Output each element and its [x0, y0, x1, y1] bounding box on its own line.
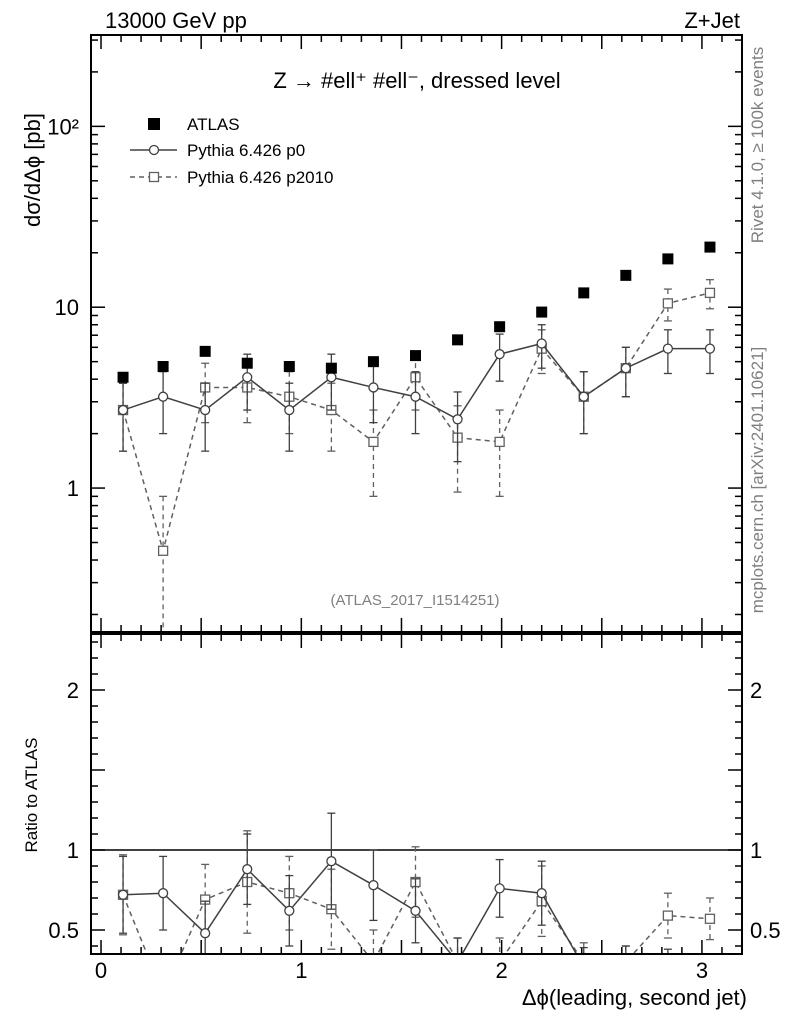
- ratio-data-layer: [91, 812, 742, 999]
- data-point-circle: [452, 414, 463, 425]
- data-point-open-square: [662, 910, 674, 921]
- data-point-open-square: [494, 436, 505, 448]
- main-data-layer: [117, 241, 716, 632]
- ratio-y-tick-label-right: 2: [750, 678, 762, 703]
- ratio-axis-ticks: 0.5 0.5 1 1 2 2 0 1 2 3: [48, 634, 781, 983]
- data-point-circle: [621, 958, 630, 967]
- legend-marker-atlas: [148, 118, 160, 130]
- data-point-circle: [453, 958, 462, 967]
- data-point-atlas: [452, 334, 464, 346]
- data-point-circle: [200, 928, 211, 939]
- data-point-circle: [117, 404, 129, 416]
- main-panel: 1 10 10² Z → #ell⁺ #ell⁻, dressed level (A…: [20, 34, 743, 633]
- data-point-circle: [368, 880, 379, 891]
- data-point-circle: [494, 349, 505, 360]
- data-point-circle: [157, 391, 169, 402]
- rivet-version-label: Rivet 4.1.0, ≥ 100k events: [748, 47, 767, 243]
- data-point-atlas: [578, 287, 590, 299]
- x-tick-label: 0: [95, 958, 107, 983]
- main-axis-ticks: 1 10 10²: [47, 35, 743, 632]
- legend-label: ATLAS: [187, 115, 240, 134]
- data-point-circle: [662, 343, 674, 354]
- data-point-open-square: [368, 436, 379, 448]
- data-point-circle: [157, 888, 169, 899]
- analysis-tag: (ATLAS_2017_I1514251): [330, 592, 499, 609]
- x-axis-label: Δϕ(leading, second jet): [522, 985, 747, 1010]
- ratio-y-tick-label-left: 2: [67, 678, 79, 703]
- data-point-circle: [578, 391, 589, 402]
- data-point-circle: [326, 856, 337, 867]
- series-line: [122, 292, 711, 554]
- data-point-circle: [536, 888, 547, 899]
- data-point-circle: [663, 958, 672, 967]
- main-title: Z → #ell⁺ #ell⁻, dressed level: [273, 68, 560, 93]
- data-point-atlas: [283, 361, 295, 373]
- data-point-circle: [284, 905, 295, 916]
- legend-label: Pythia 6.426 p0: [187, 141, 305, 160]
- data-point-atlas: [620, 269, 632, 281]
- data-point-atlas: [409, 350, 421, 362]
- ratio-y-tick-label-left: 1: [67, 838, 79, 863]
- ratio-y-tick-label-right: 1: [750, 838, 762, 863]
- ratio-panel: 0.5 0.5 1 1 2 2 0 1 2 3 Ratio to ATLAS Δϕ(leading…: [22, 633, 781, 1010]
- data-point-circle: [410, 905, 421, 916]
- legend-marker-p0: [148, 144, 160, 156]
- legend: ATLAS Pythia 6.426 p0 Pythia 6.426 p2010: [130, 115, 334, 187]
- data-point-circle: [326, 372, 337, 383]
- legend-label: Pythia 6.426 p2010: [187, 168, 334, 187]
- data-point-atlas: [704, 241, 716, 253]
- mcplots-label: mcplots.cern.ch [arXiv:2401.10621]: [748, 347, 767, 613]
- data-point-open-square: [579, 958, 588, 967]
- data-point-atlas: [199, 345, 211, 357]
- data-point-open-square: [662, 298, 674, 309]
- data-point-circle: [284, 404, 295, 416]
- y-tick-label: 10: [55, 295, 79, 320]
- x-tick-label: 2: [496, 958, 508, 983]
- x-tick-label: 1: [295, 958, 307, 983]
- data-point-atlas: [241, 357, 253, 369]
- header-energy-label: 13000 GeV pp: [105, 8, 247, 33]
- data-point-atlas: [157, 361, 169, 373]
- series-line: [122, 880, 711, 954]
- x-tick-label: 3: [696, 958, 708, 983]
- data-point-circle: [704, 343, 716, 354]
- data-point-circle: [242, 864, 253, 875]
- data-point-circle: [242, 372, 253, 383]
- data-point-atlas: [494, 321, 506, 333]
- y-tick-label: 1: [67, 476, 79, 501]
- ratio-y-tick-label-right: 0.5: [750, 918, 781, 943]
- data-point-circle: [117, 889, 129, 900]
- data-point-circle: [536, 338, 547, 349]
- main-y-axis-label: dσ/dΔϕ [pb]: [20, 113, 45, 227]
- data-point-circle: [494, 883, 505, 894]
- main-frame: [90, 34, 743, 633]
- data-point-circle: [620, 363, 631, 374]
- data-point-open-square: [159, 990, 168, 999]
- ratio-frame: [90, 633, 743, 955]
- data-point-atlas: [662, 253, 674, 265]
- data-point-open-square: [157, 545, 169, 556]
- data-point-atlas: [117, 371, 129, 383]
- data-point-circle: [200, 404, 211, 416]
- data-point-circle: [410, 391, 421, 402]
- y-tick-label: 10²: [47, 114, 79, 139]
- data-point-open-square: [704, 287, 716, 299]
- data-point-atlas: [536, 306, 548, 318]
- data-point-open-square: [704, 913, 716, 924]
- legend-marker-p2010: [148, 171, 160, 183]
- data-point-atlas: [325, 362, 337, 374]
- data-point-open-square: [621, 958, 630, 967]
- data-point-circle: [579, 962, 588, 971]
- header-process-label: Z+Jet: [684, 8, 740, 33]
- data-point-open-square: [453, 958, 462, 967]
- data-point-atlas: [367, 356, 379, 368]
- ratio-y-axis-label: Ratio to ATLAS: [22, 738, 41, 853]
- ratio-y-tick-label-left: 0.5: [48, 918, 79, 943]
- data-point-open-square: [369, 958, 378, 967]
- data-point-circle: [368, 382, 379, 393]
